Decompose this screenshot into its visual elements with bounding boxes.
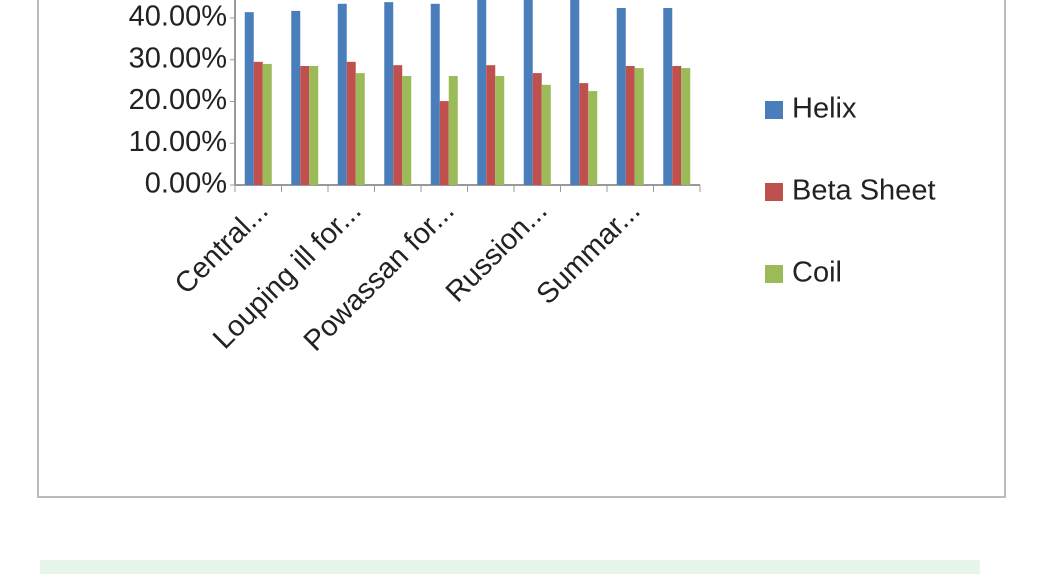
bar — [532, 73, 542, 185]
legend-label: Beta Sheet — [792, 175, 936, 207]
bar — [477, 0, 487, 185]
bar — [253, 61, 263, 185]
bar — [523, 0, 533, 186]
legend-swatch — [765, 183, 783, 201]
bar — [337, 3, 347, 186]
bar — [346, 61, 356, 185]
bar — [570, 0, 580, 186]
y-tick-label: 30.00% — [129, 42, 227, 74]
y-tick-label: 10.00% — [129, 126, 227, 158]
y-tick-label: 40.00% — [129, 1, 227, 33]
legend-label: Coil — [792, 257, 842, 289]
bar — [291, 10, 301, 186]
bar — [309, 66, 319, 185]
bar — [300, 66, 310, 185]
bar — [384, 2, 394, 186]
bar — [430, 3, 440, 186]
chart-border — [37, 0, 1006, 498]
bar — [402, 76, 412, 185]
bar — [244, 12, 254, 186]
bar — [262, 63, 272, 185]
bar — [634, 68, 644, 185]
bar — [672, 66, 682, 185]
bar — [681, 68, 691, 185]
caption-strip — [40, 560, 980, 574]
bar — [448, 76, 458, 185]
bar — [616, 7, 626, 186]
bar — [663, 7, 673, 186]
bar — [625, 66, 635, 185]
bar — [439, 101, 449, 185]
bar — [588, 91, 598, 185]
bar — [393, 65, 403, 185]
bar — [495, 76, 505, 185]
bar — [486, 65, 496, 185]
y-tick-label: 0.00% — [145, 168, 227, 200]
y-tick-label: 20.00% — [129, 84, 227, 116]
bar — [579, 83, 589, 185]
legend-swatch — [765, 265, 783, 283]
legend-swatch — [765, 101, 783, 119]
bar — [541, 84, 551, 185]
legend-label: Helix — [792, 93, 857, 125]
bar — [355, 73, 365, 185]
